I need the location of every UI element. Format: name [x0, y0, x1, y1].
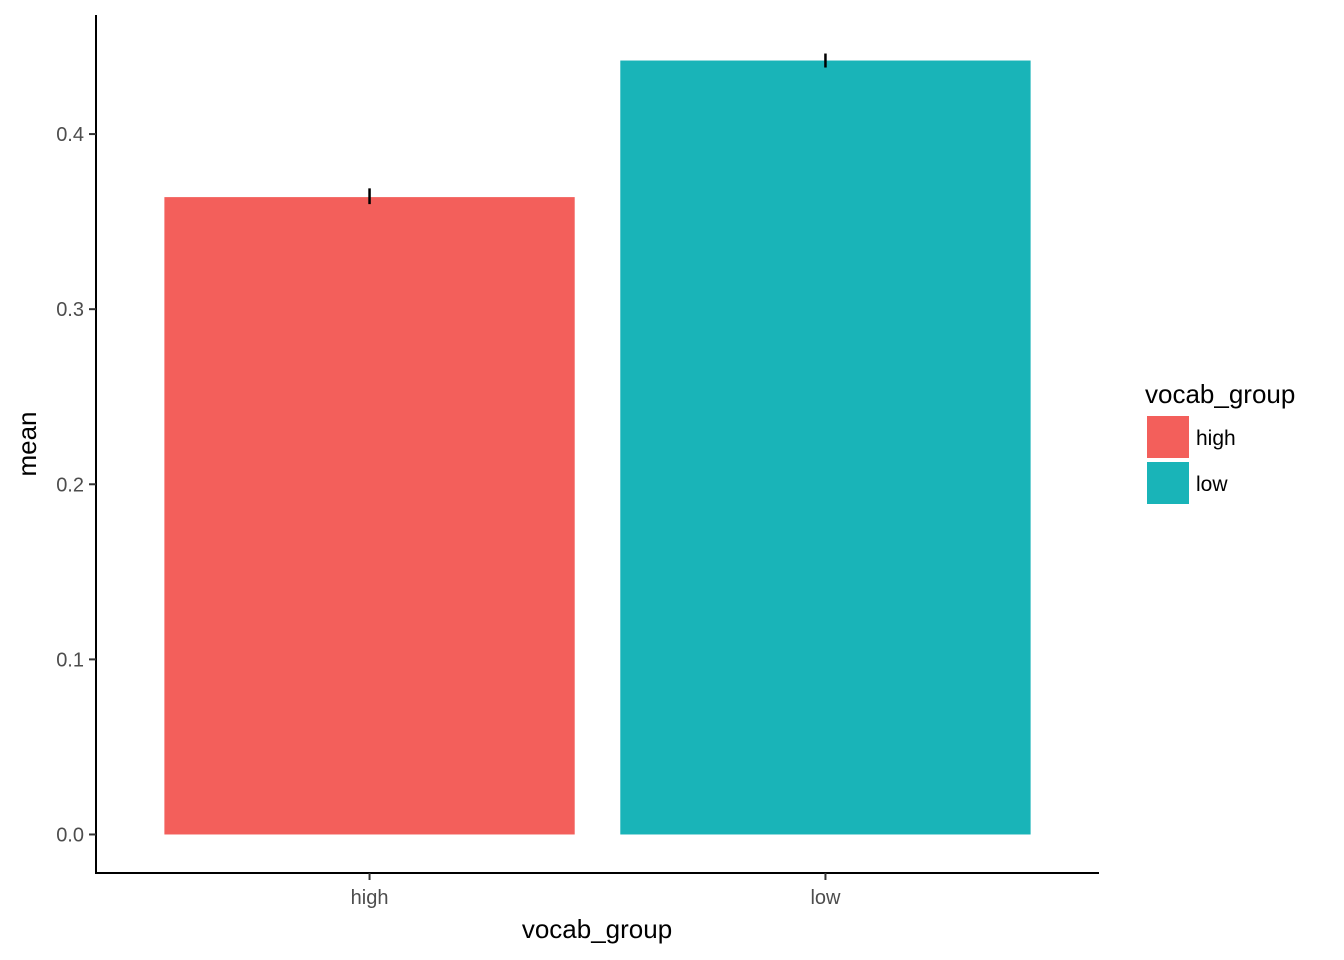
- bars-layer: [164, 60, 1031, 835]
- bar-high: [164, 197, 575, 835]
- legend-swatch-high: [1147, 416, 1189, 458]
- x-tick-label-low: low: [810, 887, 841, 909]
- y-axis-ticks: 0.0 0.1 0.2 0.3 0.4: [56, 124, 96, 846]
- y-tick-label: 0.0: [56, 824, 84, 846]
- legend-swatch-low: [1147, 462, 1189, 504]
- bar-low: [620, 60, 1031, 835]
- error-bars-layer: [368, 53, 827, 205]
- y-axis-title: mean: [12, 411, 42, 476]
- x-axis-title: vocab_group: [522, 914, 672, 944]
- legend-label-high: high: [1196, 427, 1236, 450]
- y-tick-label: 0.2: [56, 474, 84, 496]
- y-tick-label: 0.3: [56, 299, 84, 321]
- legend-title: vocab_group: [1145, 379, 1295, 409]
- legend-items: high low: [1147, 416, 1236, 504]
- x-axis-ticks: high low: [351, 873, 841, 909]
- legend: vocab_group high low: [1145, 379, 1295, 504]
- legend-label-low: low: [1196, 473, 1228, 496]
- x-tick-label-high: high: [351, 887, 389, 909]
- y-tick-label: 0.1: [56, 649, 84, 671]
- y-tick-label: 0.4: [56, 124, 84, 146]
